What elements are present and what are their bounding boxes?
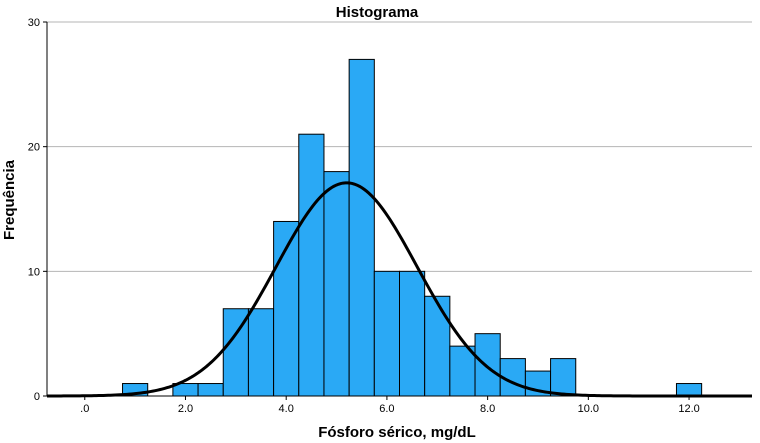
histogram-bar-12 <box>424 295 451 397</box>
x-tick-label-12: 12.0 <box>678 403 699 415</box>
tick-labels: 0 10 20 30 .0 2.0 4.0 6.0 8.0 10.0 12.0 <box>28 17 700 415</box>
histogram-bars <box>122 58 703 397</box>
chart-title: Histograma <box>336 4 419 21</box>
histogram-bar-8 <box>323 171 350 397</box>
histogram-bar-17 <box>550 358 577 397</box>
y-axis-label: Frequência <box>1 159 18 240</box>
histogram-bar-10 <box>373 270 401 397</box>
y-tick-label-0: 0 <box>34 391 40 403</box>
x-tick-label-8: 8.0 <box>480 403 495 415</box>
x-tick-label-10: 10.0 <box>578 403 599 415</box>
axes <box>43 21 752 400</box>
x-tick-label-4: 4.0 <box>279 403 294 415</box>
y-tick-label-20: 20 <box>28 142 40 154</box>
histogram-bar-13 <box>449 345 476 397</box>
histogram-bar-18 <box>675 383 703 397</box>
x-tick-label-6: 6.0 <box>379 403 394 415</box>
y-tick-label-30: 30 <box>28 17 40 29</box>
histogram-bar-14 <box>474 333 501 397</box>
histogram-bar-11 <box>399 270 426 397</box>
y-tick-label-10: 10 <box>28 266 40 278</box>
x-tick-label-2: 2.0 <box>178 403 193 415</box>
histogram-bar-5 <box>247 308 275 397</box>
histogram-bar-9 <box>348 58 375 397</box>
histogram-bar-7 <box>298 133 325 397</box>
histogram-bar-3 <box>197 383 224 397</box>
x-axis-label: Fósforo sérico, mg/dL <box>318 424 476 441</box>
x-tick-label-0: .0 <box>80 403 89 415</box>
